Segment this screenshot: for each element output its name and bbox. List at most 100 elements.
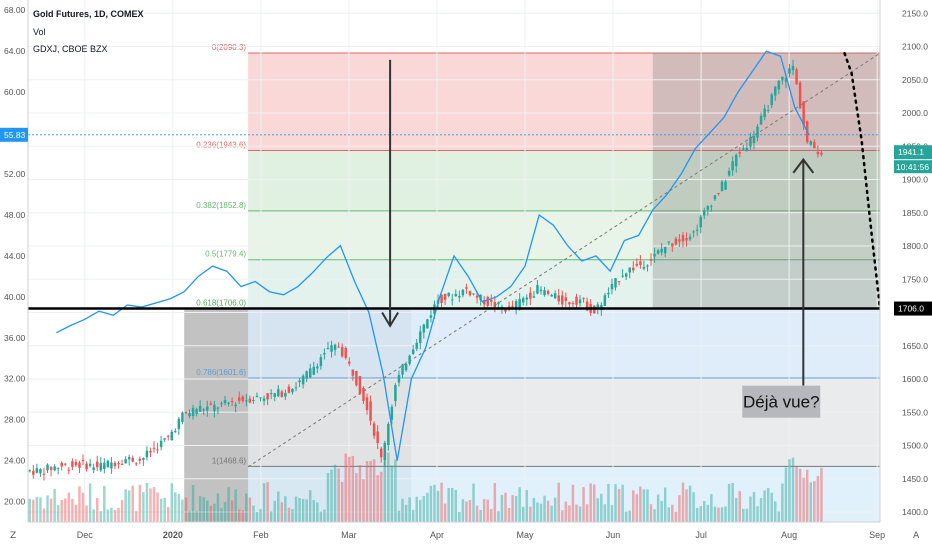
volume-bar — [81, 492, 85, 522]
candle-body — [763, 108, 766, 118]
candle-body — [67, 469, 71, 471]
candle-body — [92, 467, 95, 471]
volume-bar — [617, 488, 621, 522]
candle-body — [149, 450, 152, 453]
volume-bar — [166, 506, 170, 522]
volume-bar — [507, 507, 511, 522]
zoom-button[interactable]: Z — [10, 531, 17, 541]
candle-body — [227, 402, 230, 404]
candle-body — [298, 380, 301, 383]
candle-body — [110, 462, 113, 469]
x-tick-label: Aug — [781, 530, 797, 540]
fib-level-label: 0.618(1706.0) — [196, 299, 246, 308]
candle-body — [490, 299, 493, 302]
support-label: 1706.0 — [898, 304, 924, 314]
volume-bar — [774, 501, 777, 522]
volume-bar — [127, 490, 131, 522]
candle-body — [798, 82, 802, 109]
candle-body — [369, 401, 372, 421]
candle-body — [550, 294, 553, 297]
volume-bar — [404, 504, 408, 522]
gdxj-series — [56, 50, 810, 461]
right-tick-label: 1650.0 — [902, 341, 928, 351]
fib-level-label: 0.786(1601.6) — [196, 368, 246, 377]
volume-bar — [695, 507, 699, 522]
candle-body — [447, 292, 450, 297]
candle-body — [649, 259, 653, 261]
grid-lines — [28, 0, 880, 522]
volume-bar — [674, 511, 678, 522]
volume-bar — [468, 500, 472, 522]
volume-bar — [653, 509, 656, 522]
candle-body — [262, 398, 266, 401]
volume-bar — [429, 485, 433, 522]
candle-body — [727, 170, 731, 176]
volume-bar — [379, 471, 383, 522]
candle-body — [582, 297, 585, 299]
left-tick-label: 44.00 — [4, 251, 26, 261]
candle-body — [355, 370, 358, 386]
x-tick-label: Sep — [869, 530, 885, 540]
volume-bar — [433, 484, 436, 522]
volume-bar — [543, 495, 546, 522]
candle-body — [301, 375, 305, 385]
candle-body — [813, 141, 816, 149]
volume-bar — [294, 496, 298, 522]
volume-bar — [209, 505, 213, 522]
candle-body — [695, 229, 699, 231]
volume-bar — [486, 499, 489, 522]
candle-body — [553, 293, 557, 299]
volume-bar — [717, 507, 720, 522]
volume-bar — [95, 497, 99, 522]
candle-body — [628, 267, 631, 273]
volume-bar — [614, 484, 617, 522]
volume-bar — [291, 508, 294, 522]
volume-bar — [46, 495, 49, 522]
candle-body — [326, 347, 330, 349]
candle-body — [788, 68, 791, 74]
candle-body — [681, 235, 685, 242]
candle-body — [521, 298, 525, 303]
candle-body — [720, 181, 724, 191]
candle-body — [390, 406, 394, 420]
x-tick-label: Feb — [253, 530, 269, 540]
volume-bar — [479, 509, 482, 522]
x-tick-label: Apr — [430, 530, 444, 540]
volume-bar — [585, 504, 589, 522]
volume-bar — [525, 489, 529, 522]
candle-body — [142, 458, 145, 460]
volume-bar — [163, 497, 166, 522]
volume-bar — [301, 499, 305, 522]
volume-bar — [703, 501, 706, 522]
candle-body — [365, 397, 369, 411]
candle-body — [770, 94, 773, 106]
volume-bar — [181, 499, 184, 522]
candle-body — [39, 469, 42, 474]
x-tick-label: Mar — [341, 530, 357, 540]
left-tick-label: 68.00 — [4, 5, 26, 15]
candle-body — [411, 349, 415, 354]
volume-bar — [756, 506, 759, 522]
candle-body — [734, 154, 738, 167]
volume-bar — [624, 511, 628, 522]
volume-bar — [188, 511, 191, 522]
left-tick-label: 64.00 — [4, 46, 26, 56]
volume-bar — [646, 489, 649, 522]
candle-body — [660, 248, 663, 253]
volume-bar — [273, 500, 276, 522]
candle-body — [174, 430, 177, 432]
fib-band — [248, 308, 881, 378]
candle-body — [106, 460, 110, 468]
candle-body — [472, 293, 475, 295]
candle-body — [312, 366, 316, 375]
volume-bar — [745, 508, 749, 522]
volume-bar — [170, 483, 174, 522]
volume-bar — [120, 499, 124, 522]
volume-bar — [142, 492, 145, 522]
volume-bar — [227, 487, 230, 522]
left-tick-label: 28.00 — [4, 415, 26, 425]
volume-bar — [511, 495, 514, 522]
volume-bar — [103, 485, 106, 522]
auto-scale-button[interactable]: A — [913, 531, 920, 541]
